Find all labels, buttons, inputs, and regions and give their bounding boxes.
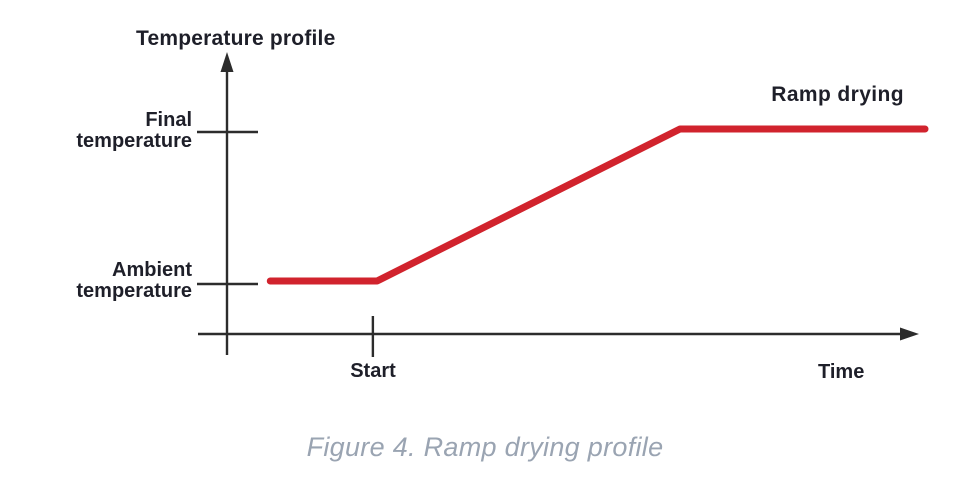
series-label-ramp-drying: Ramp drying: [771, 83, 904, 106]
y-axis-arrowhead: [220, 52, 234, 72]
y-tick-label-final-temperature: Final temperature: [76, 109, 192, 152]
x-axis-arrowhead: [900, 327, 919, 341]
y-axis-title: Temperature profile: [136, 27, 336, 50]
x-tick-label-start: Start: [350, 360, 396, 382]
x-axis-label-time: Time: [818, 361, 865, 383]
figure-caption: Figure 4. Ramp drying profile: [306, 432, 664, 462]
y-tick-label-ambient-temperature: Ambient temperature: [76, 259, 192, 302]
series-line-0: [266, 125, 929, 285]
